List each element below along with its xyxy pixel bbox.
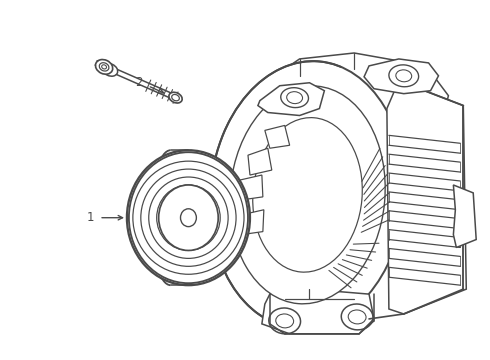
Polygon shape [387, 81, 466, 314]
Ellipse shape [96, 59, 113, 74]
Text: 1: 1 [87, 211, 94, 224]
Ellipse shape [159, 185, 218, 251]
Polygon shape [262, 289, 374, 334]
Ellipse shape [169, 92, 182, 103]
Polygon shape [240, 175, 263, 200]
Polygon shape [242, 210, 264, 235]
Ellipse shape [230, 86, 385, 304]
Ellipse shape [210, 61, 405, 329]
Text: 2: 2 [135, 76, 143, 89]
Ellipse shape [102, 63, 118, 76]
Polygon shape [364, 59, 439, 94]
Polygon shape [255, 53, 448, 125]
Polygon shape [248, 148, 272, 175]
Polygon shape [453, 185, 476, 247]
Polygon shape [258, 83, 324, 116]
Polygon shape [265, 125, 290, 148]
Ellipse shape [127, 150, 250, 285]
